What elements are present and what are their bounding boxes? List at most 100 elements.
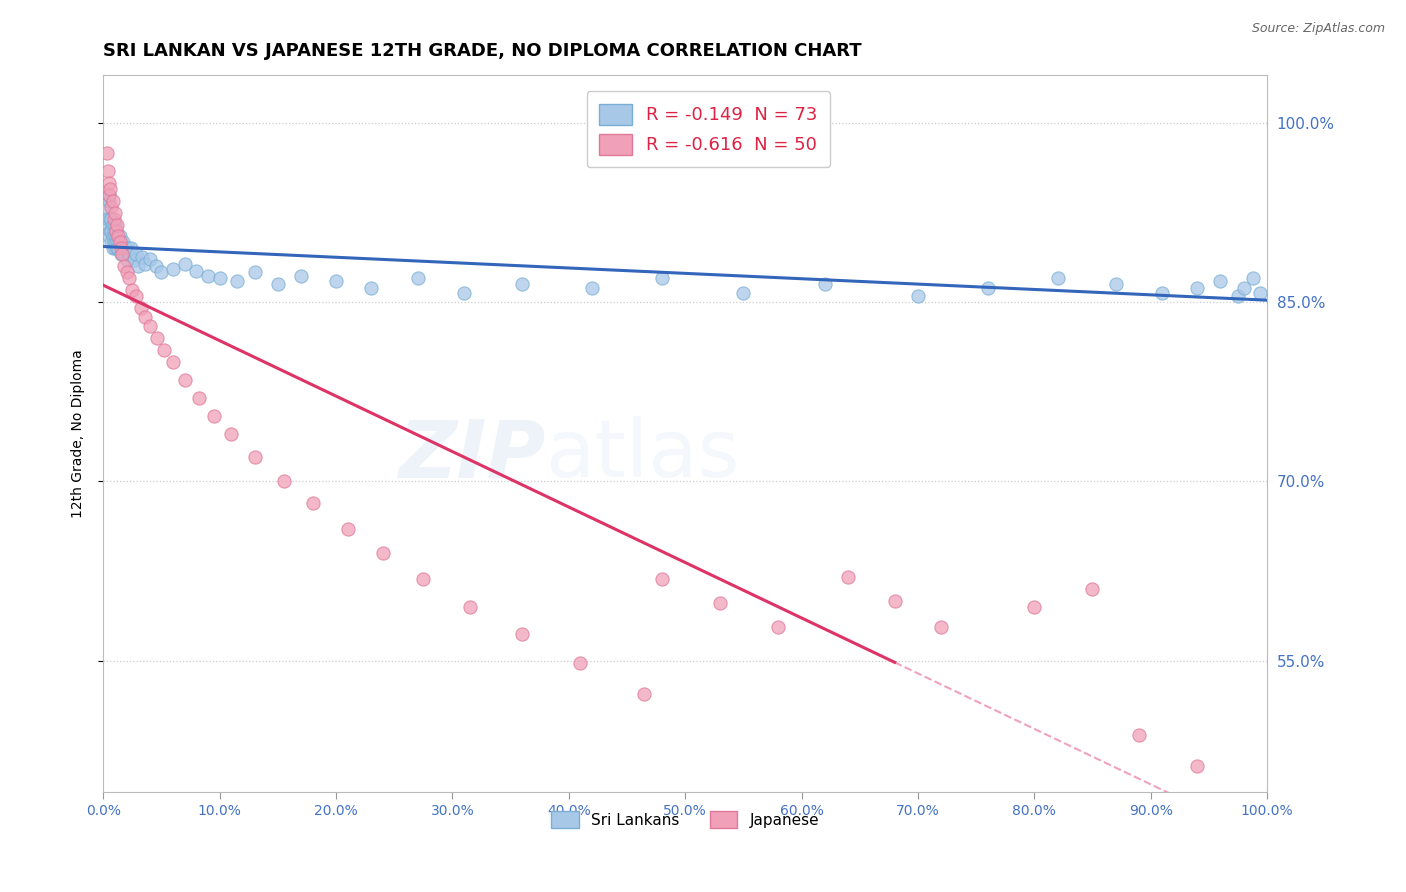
Point <box>110 241 132 255</box>
Point <box>98 211 121 226</box>
Point <box>98 176 121 190</box>
Point <box>98 182 121 196</box>
Point <box>290 268 312 283</box>
Point <box>96 145 118 160</box>
Point <box>107 235 129 250</box>
Point <box>134 310 156 324</box>
Point <box>105 229 128 244</box>
Point <box>1187 758 1209 772</box>
Point <box>453 285 475 300</box>
Point <box>97 163 120 178</box>
Point <box>1046 271 1069 285</box>
Point <box>153 343 176 357</box>
Point <box>371 546 394 560</box>
Point <box>98 187 121 202</box>
Point <box>301 496 323 510</box>
Point <box>104 218 127 232</box>
Point <box>101 229 124 244</box>
Text: SRI LANKAN VS JAPANESE 12TH GRADE, NO DIPLOMA CORRELATION CHART: SRI LANKAN VS JAPANESE 12TH GRADE, NO DI… <box>103 42 862 60</box>
Point <box>105 241 128 255</box>
Point <box>111 247 134 261</box>
Point <box>1081 582 1104 596</box>
Point <box>907 289 929 303</box>
Point <box>118 247 141 261</box>
Point <box>325 274 347 288</box>
Point <box>100 223 122 237</box>
Point <box>108 229 131 244</box>
Point <box>202 409 225 423</box>
Point <box>1249 285 1271 300</box>
Point <box>146 331 169 345</box>
Point <box>105 235 128 250</box>
Point <box>100 211 122 226</box>
Point <box>1241 271 1264 285</box>
Text: ZIP: ZIP <box>398 416 546 494</box>
Point <box>129 301 152 315</box>
Point <box>101 218 124 232</box>
Point <box>458 599 481 614</box>
Point <box>120 241 142 255</box>
Point <box>581 281 603 295</box>
Point <box>651 572 673 586</box>
Point <box>510 627 533 641</box>
Point <box>243 265 266 279</box>
Point <box>1024 599 1046 614</box>
Point <box>100 200 122 214</box>
Point <box>406 271 429 285</box>
Point <box>768 620 790 634</box>
Point <box>150 265 173 279</box>
Point <box>208 271 231 285</box>
Point <box>125 247 148 261</box>
Point <box>121 283 143 297</box>
Point <box>131 250 153 264</box>
Point <box>162 261 184 276</box>
Point <box>117 241 139 255</box>
Point <box>97 211 120 226</box>
Point <box>651 271 673 285</box>
Point <box>162 355 184 369</box>
Point <box>360 281 382 295</box>
Point <box>103 235 125 250</box>
Point <box>96 200 118 214</box>
Legend: Sri Lankans, Japanese: Sri Lankans, Japanese <box>546 805 825 835</box>
Point <box>145 260 167 274</box>
Point <box>883 594 905 608</box>
Point <box>105 218 128 232</box>
Point <box>977 281 1000 295</box>
Point <box>98 223 121 237</box>
Point <box>633 687 655 701</box>
Point <box>1209 274 1232 288</box>
Point <box>110 247 132 261</box>
Point <box>115 253 138 268</box>
Point <box>97 218 120 232</box>
Point <box>98 194 121 208</box>
Point <box>1187 281 1209 295</box>
Point <box>173 373 195 387</box>
Point <box>122 253 145 268</box>
Point <box>1128 728 1150 742</box>
Point <box>267 277 290 292</box>
Point <box>105 223 128 237</box>
Point <box>709 596 731 610</box>
Point <box>127 260 149 274</box>
Point <box>139 319 162 334</box>
Point <box>118 271 141 285</box>
Point <box>412 572 434 586</box>
Point <box>112 247 135 261</box>
Point <box>243 450 266 465</box>
Point <box>104 229 127 244</box>
Point <box>112 260 135 274</box>
Point <box>104 241 127 255</box>
Point <box>1226 289 1249 303</box>
Point <box>110 235 132 250</box>
Point <box>111 241 134 255</box>
Point <box>107 229 129 244</box>
Point <box>104 205 127 219</box>
Point <box>1105 277 1128 292</box>
Point <box>221 426 243 441</box>
Point <box>733 285 755 300</box>
Point <box>103 211 125 226</box>
Y-axis label: 12th Grade, No Diploma: 12th Grade, No Diploma <box>72 349 86 518</box>
Point <box>186 264 208 278</box>
Point <box>114 241 136 255</box>
